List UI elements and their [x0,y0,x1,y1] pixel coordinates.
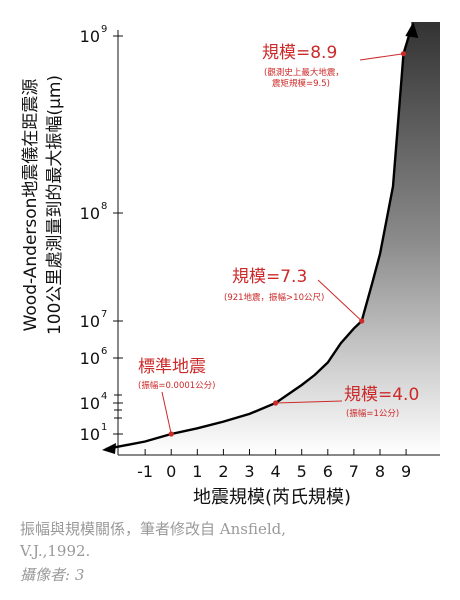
y-tick-exponent-0: 1 [101,422,107,433]
x-tick-label-10: 9 [401,462,411,481]
point-leader-1 [275,400,343,404]
x-tick-label-5: 4 [271,462,281,481]
x-tick-label-6: 5 [297,462,307,481]
y-tick-label-0: 10 [80,425,100,444]
y-tick-label-4: 10 [80,204,100,223]
y-tick-label-5: 10 [80,27,100,46]
y-tick-label-1: 10 [80,394,100,413]
point-note-2: (921地震，振幅>10公尺) [224,292,324,303]
y-tick-exponent-1: 4 [101,391,107,402]
x-tick-label-0: -1 [137,462,153,481]
series-line [105,27,413,451]
point-title-3: 規模=8.9 [262,43,337,63]
point-note-0: (振幅=0.0001公分) [138,380,216,391]
point-marker-2 [359,318,365,324]
point-title-0: 標準地震 [138,357,206,377]
x-tick-label-4: 3 [244,462,254,481]
point-leader-2 [317,279,363,322]
y-tick-exponent-2: 6 [101,346,107,357]
caption-line-2: V.J.,1992. [20,542,91,560]
curve [102,22,419,454]
axes: 10 110 410 610 710 810 9-1 0 1 2 3 4 5 6 7 8 9 [80,24,440,481]
area-gradient [106,22,440,455]
point-note-3: (觀測史上最大地震， [264,67,344,78]
point-marker-1 [273,400,279,406]
caption-photographer: 攝像者: 3 [20,566,85,584]
point-title-1: 規模=4.0 [344,385,419,405]
y-axis-label-line2: 100公里處測量到的最大振幅(μm) [45,75,65,335]
chart: 10 110 410 610 710 810 9-1 0 1 2 3 4 5 6 7 8 9 標準地震(振幅=0… [21,22,440,508]
caption-line-1: 振幅與規模關係，筆者修改自 Ansfield, [20,520,287,538]
y-tick-exponent-3: 7 [101,309,107,320]
x-tick-label-1: 0 [166,462,176,481]
axis-labels: 地震規模(芮氏規模) Wood-Anderson地震儀在距震源 100公里處測量… [21,75,351,508]
y-tick-label-2: 10 [80,349,100,368]
x-tick-label-8: 7 [349,462,359,481]
left-arrow-head [102,443,116,454]
point-marker-0 [168,431,174,437]
point-leader-3 [359,53,404,61]
y-tick-exponent-4: 8 [101,201,107,212]
y-tick-exponent-5: 9 [101,24,107,35]
x-tick-label-3: 2 [218,462,228,481]
y-tick-label-3: 10 [80,312,100,331]
point-note-1: (振幅=1公分) [346,408,399,419]
y-axis-label-line1: Wood-Anderson地震儀在距震源 [21,79,41,332]
point-leader-0 [161,391,172,435]
point-note2-3: 震矩規模=9.5) [272,78,330,89]
annotated-points: 標準地震 (振幅=0.0001公分) 規模=4.0 (振幅=1公分) 規模=7.3 (92… [138,43,419,437]
x-tick-label-2: 1 [192,462,202,481]
x-tick-label-9: 8 [375,462,385,481]
x-axis-label: 地震規模(芮氏規模) [193,487,351,508]
top-arrow-head [405,22,419,38]
x-tick-label-7: 6 [323,462,333,481]
area-fill [106,22,440,455]
point-title-2: 規模=7.3 [232,267,307,287]
point-marker-3 [400,51,407,57]
